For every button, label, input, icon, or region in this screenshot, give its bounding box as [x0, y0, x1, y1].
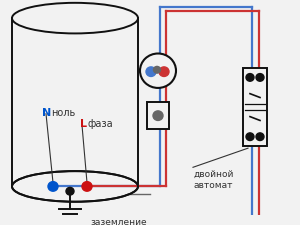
Circle shape — [246, 74, 254, 82]
Bar — [147, 103, 169, 129]
Bar — [243, 69, 267, 147]
Circle shape — [153, 111, 163, 121]
Circle shape — [256, 74, 264, 82]
Ellipse shape — [12, 171, 138, 202]
Text: заземление: заземление — [90, 217, 147, 225]
Circle shape — [140, 54, 176, 88]
Text: двойной
автомат: двойной автомат — [193, 169, 233, 189]
Circle shape — [246, 133, 254, 141]
Circle shape — [154, 67, 160, 74]
Text: фаза: фаза — [88, 119, 114, 129]
Circle shape — [256, 133, 264, 141]
Circle shape — [146, 68, 156, 77]
Text: L: L — [80, 119, 87, 129]
Circle shape — [66, 188, 74, 195]
Text: N: N — [42, 107, 51, 117]
Circle shape — [159, 68, 169, 77]
Circle shape — [82, 182, 92, 191]
Circle shape — [48, 182, 58, 191]
Text: ноль: ноль — [51, 107, 75, 117]
Ellipse shape — [12, 4, 138, 34]
